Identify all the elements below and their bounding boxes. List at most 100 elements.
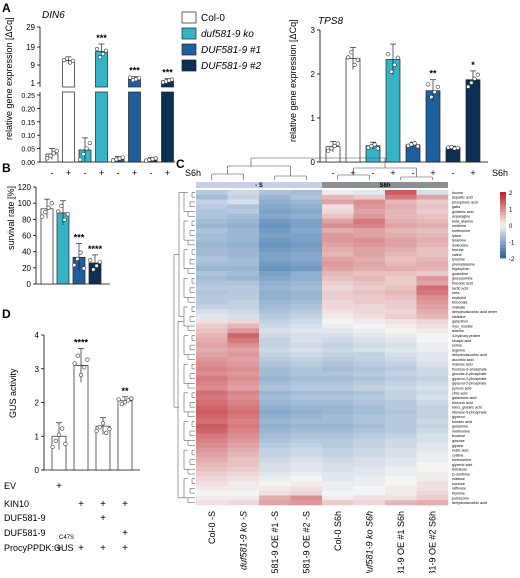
heat-cell-54-5 <box>353 447 386 453</box>
heat-cell-1-4 <box>322 194 354 200</box>
heat-cell-1-2 <box>259 194 291 200</box>
heat-cell-32-7 <box>416 342 449 348</box>
tps8-point-5-3 <box>435 84 440 90</box>
heat-cell-40-1 <box>227 380 260 386</box>
d-ytick-label-4: 4 <box>35 331 40 340</box>
d-sig-1: **** <box>74 338 89 348</box>
heat-cell-38-1 <box>227 371 260 377</box>
heat-cell-37-1 <box>227 366 260 372</box>
heat-cell-7-5 <box>353 223 386 229</box>
din6-ytick-label-lo-0: 0.00 <box>21 160 35 167</box>
heat-cell-48-2 <box>259 419 291 425</box>
heat-cell-11-6 <box>385 242 417 248</box>
metabolite-label-50: methionine <box>452 429 470 433</box>
heat-cell-51-0 <box>196 433 228 439</box>
metabolite-label-42: citric acid <box>452 391 467 395</box>
heat-cell-2-0 <box>196 199 228 205</box>
heat-cell-60-0 <box>196 476 228 482</box>
heat-cell-56-4 <box>322 457 354 463</box>
tps8-treatment-5: + <box>430 168 435 178</box>
heat-cell-49-1 <box>227 423 260 429</box>
heat-cell-25-7 <box>416 309 449 315</box>
heat-cell-29-6 <box>385 328 417 334</box>
heat-cell-43-6 <box>385 395 417 401</box>
heat-cell-7-7 <box>416 223 449 229</box>
d-plus-3-3: + <box>122 528 128 539</box>
heat-cell-44-5 <box>353 400 386 406</box>
heat-cell-19-3 <box>290 280 323 286</box>
heat-cell-19-0 <box>196 280 228 286</box>
heat-cell-38-0 <box>196 371 228 377</box>
heat-cell-4-1 <box>227 209 260 215</box>
heat-cell-50-6 <box>385 428 417 434</box>
heat-cell-2-7 <box>416 199 449 205</box>
heat-cell-60-6 <box>385 476 417 482</box>
heat-cell-11-3 <box>290 242 323 248</box>
d-point-3-0 <box>116 397 121 402</box>
heat-cell-54-0 <box>196 447 228 453</box>
heat-cell-5-4 <box>322 213 354 219</box>
tps8-point-5-2 <box>432 89 437 95</box>
heat-cell-29-1 <box>227 328 260 334</box>
heat-cell-42-4 <box>322 390 354 396</box>
heat-cell-60-1 <box>227 476 260 482</box>
heat-cell-36-5 <box>353 361 386 367</box>
heat-cell-18-1 <box>227 275 260 281</box>
heat-cell-20-4 <box>322 285 354 291</box>
heat-cell-33-6 <box>385 347 417 353</box>
heat-cell-39-5 <box>353 376 386 382</box>
heat-cell-32-1 <box>227 342 260 348</box>
heat-cell-9-2 <box>259 232 291 239</box>
legend-label-3: DUF581-9 #2 <box>201 61 261 72</box>
tps8-point-2-2 <box>372 142 377 147</box>
heat-cell-35-0 <box>196 357 228 363</box>
heat-cell-0-6 <box>385 190 417 196</box>
heat-cell-36-7 <box>416 361 449 367</box>
heat-cell-25-6 <box>385 309 417 315</box>
heat-cell-8-5 <box>353 228 386 234</box>
tps8-point-0-3 <box>335 141 340 146</box>
heat-cell-37-0 <box>196 366 228 372</box>
heat-cell-44-4 <box>322 400 354 406</box>
heat-cell-2-2 <box>259 199 291 205</box>
metabolite-label-21: urea <box>452 291 460 295</box>
heat-cell-30-3 <box>290 333 323 339</box>
heat-cell-42-6 <box>385 390 417 396</box>
d-ytick-label-3: 3 <box>35 365 40 374</box>
heat-cell-41-6 <box>385 385 417 391</box>
heat-cell-47-6 <box>385 414 417 420</box>
din6-point-3-3 <box>103 48 109 53</box>
heat-cell-56-5 <box>353 457 386 463</box>
heat-cell-47-7 <box>416 414 449 420</box>
d-point-3-3 <box>126 398 131 403</box>
heat-cell-17-7 <box>416 271 449 277</box>
tps8-point-3-0 <box>386 52 391 57</box>
heat-cell-52-0 <box>196 438 228 444</box>
heat-cell-58-0 <box>196 466 228 472</box>
d-row-label-sub: C47S <box>59 535 74 541</box>
d-plus-1-3: + <box>122 499 128 510</box>
heat-cell-10-0 <box>196 237 228 243</box>
b-sig-3: **** <box>88 244 103 254</box>
din6-0-point-0-1 <box>48 153 53 158</box>
heat-cell-30-2 <box>259 333 291 339</box>
din6-ytick-label-up-3: 29 <box>26 23 35 32</box>
heat-cell-33-1 <box>227 347 260 353</box>
heat-cell-58-5 <box>353 466 386 472</box>
scale-step-5 <box>500 208 506 213</box>
heat-cell-52-3 <box>290 438 323 444</box>
scale-step-15 <box>500 241 506 246</box>
group-bar-s6h <box>322 182 448 188</box>
heat-cell-54-4 <box>322 447 354 453</box>
b-point-1-2 <box>62 217 67 222</box>
heat-cell-53-0 <box>196 442 228 449</box>
legend-swatch-0 <box>181 11 197 24</box>
heat-cell-42-7 <box>416 390 449 396</box>
d-point-1-2 <box>78 372 84 378</box>
heat-cell-52-5 <box>353 438 386 444</box>
metabolite-label-5: asparagine <box>452 215 470 219</box>
din6-s6h-label: S6h <box>185 168 201 178</box>
heat-cell-40-5 <box>353 380 386 386</box>
b-ytick-label-2: 40 <box>22 248 31 257</box>
